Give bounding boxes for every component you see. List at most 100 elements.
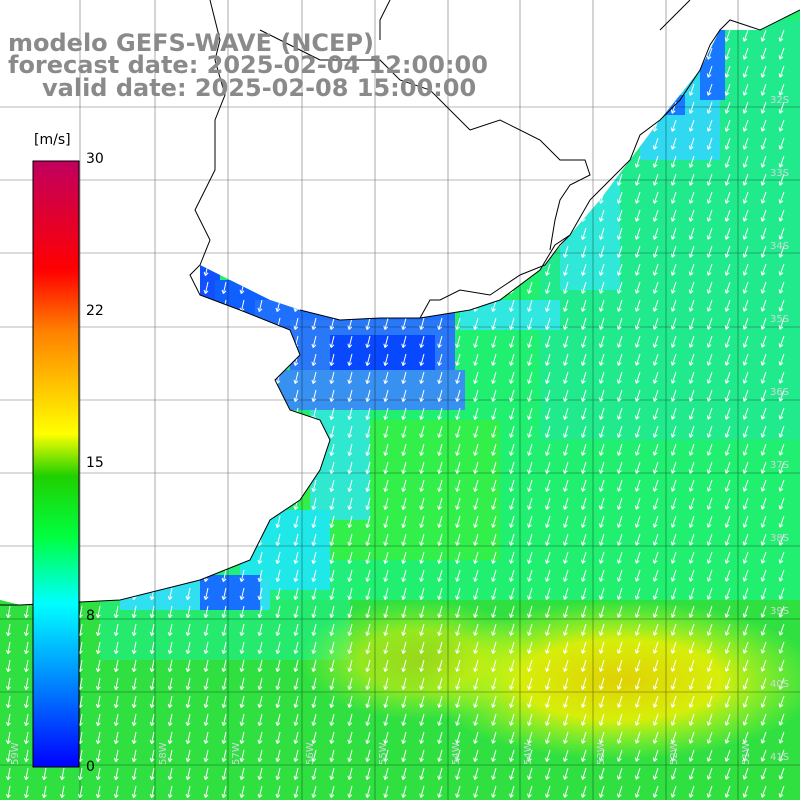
wind-arrow	[616, 407, 623, 420]
wind-arrow	[59, 767, 65, 781]
wind-arrow	[113, 605, 119, 619]
wind-arrow	[221, 749, 227, 763]
wind-arrow	[419, 497, 425, 510]
wind-arrow	[383, 623, 389, 636]
wind-arrow	[401, 641, 407, 654]
wind-arrow	[598, 551, 605, 564]
wind-arrow	[616, 425, 623, 438]
wind-arrow	[347, 425, 353, 438]
wind-arrow	[563, 785, 569, 798]
wind-arrow	[742, 677, 749, 690]
wind-arrow	[473, 677, 479, 690]
wind-arrow	[185, 731, 191, 745]
wind-arrow	[652, 281, 659, 294]
wind-arrow	[365, 731, 371, 744]
lon-label: 53W	[596, 742, 607, 765]
wind-arrow	[347, 407, 353, 420]
wind-arrow	[724, 749, 731, 762]
wind-arrow	[293, 371, 299, 385]
wind-arrow	[706, 515, 713, 528]
wind-arrow	[365, 389, 371, 402]
wind-arrow	[778, 659, 785, 672]
wind-arrow	[724, 767, 731, 780]
wind-arrow	[365, 767, 371, 780]
wind-arrow	[491, 551, 497, 564]
wind-arrow	[419, 515, 425, 528]
wind-arrow	[580, 515, 587, 528]
wind-arrow	[563, 479, 569, 492]
wind-arrow	[293, 659, 299, 673]
wind-arrow	[634, 695, 641, 708]
wind-arrow	[239, 695, 245, 709]
wind-arrow	[509, 389, 515, 402]
wind-arrow	[616, 263, 623, 276]
wind-arrow	[203, 731, 209, 745]
wind-arrow	[634, 407, 641, 420]
wind-arrow	[419, 641, 425, 654]
wind-arrow	[221, 767, 227, 781]
wind-arrow	[95, 641, 101, 655]
wind-arrow	[580, 713, 587, 726]
wind-arrow	[778, 281, 785, 294]
wind-arrow	[347, 461, 353, 474]
wind-arrow	[742, 119, 749, 132]
wind-arrow	[688, 83, 695, 96]
wind-arrow	[724, 83, 731, 96]
wind-arrow	[365, 479, 371, 492]
wind-arrow	[491, 389, 497, 402]
wind-arrow	[347, 443, 353, 456]
colorbar-tick-0: 0	[86, 759, 95, 775]
wind-arrow	[545, 713, 551, 726]
wind-arrow	[670, 641, 677, 654]
wind-arrow	[688, 335, 695, 348]
wind-arrow	[634, 425, 641, 438]
wind-arrow	[491, 443, 497, 456]
wind-arrow	[688, 101, 695, 114]
colorbar-tick-30: 30	[86, 151, 104, 167]
wind-arrow	[724, 263, 731, 276]
coastline	[0, 0, 800, 606]
wind-arrow	[221, 605, 227, 619]
wind-arrow	[563, 299, 569, 312]
wind-arrow	[419, 371, 425, 384]
wind-arrow	[598, 785, 605, 798]
wind-arrow	[455, 515, 461, 528]
wind-arrow	[652, 785, 659, 798]
wind-arrow	[724, 29, 731, 42]
wind-arrow	[598, 245, 605, 258]
wind-arrow	[455, 641, 461, 654]
wind-arrow	[95, 677, 101, 691]
wind-arrow	[670, 425, 677, 438]
wind-arrow	[688, 749, 695, 762]
wind-arrow	[419, 587, 425, 600]
wind-arrow	[706, 65, 713, 78]
wind-arrow	[167, 605, 173, 619]
wind-arrow	[113, 659, 119, 673]
wind-arrow	[419, 731, 425, 744]
wind-arrow	[652, 533, 659, 546]
wind-arrow	[688, 155, 695, 168]
wind-arrow	[688, 659, 695, 672]
wind-arrow	[131, 605, 137, 619]
wind-arrow	[706, 209, 713, 222]
wind-arrow	[5, 605, 11, 619]
wind-arrow	[365, 515, 371, 528]
wind-arrow	[616, 659, 623, 672]
wind-arrow	[473, 767, 479, 780]
wind-arrow	[293, 389, 299, 403]
wind-arrow	[401, 479, 407, 492]
wind-arrow	[545, 353, 551, 366]
wind-arrow	[616, 785, 623, 798]
wind-arrow	[401, 749, 407, 762]
wind-arrow	[598, 749, 605, 762]
wind-arrow	[293, 317, 299, 331]
wind-arrow	[329, 317, 335, 330]
wind-arrow	[383, 407, 389, 420]
wind-arrow	[724, 605, 731, 618]
wind-arrow	[706, 461, 713, 474]
wind-arrow	[149, 659, 155, 673]
colorbar-gradient	[32, 160, 80, 768]
wind-arrow	[509, 371, 515, 384]
wind-arrow	[760, 281, 767, 294]
wind-arrow	[437, 407, 443, 420]
